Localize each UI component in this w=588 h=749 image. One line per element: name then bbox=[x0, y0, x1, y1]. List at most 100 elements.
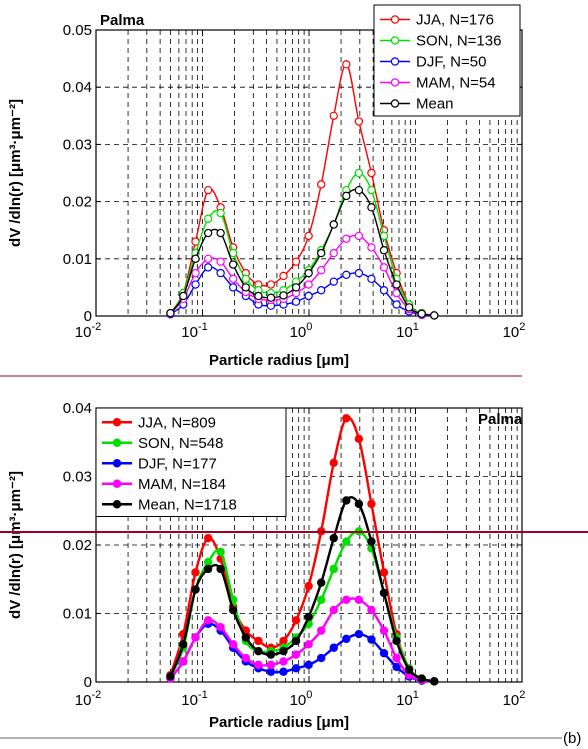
data-point-mam bbox=[317, 626, 326, 635]
legend-swatch-marker bbox=[112, 418, 122, 427]
data-point-son bbox=[216, 547, 225, 557]
x-tick-exponent: -2 bbox=[91, 321, 101, 333]
data-point-son bbox=[228, 248, 238, 258]
x-tick-exponent: 2 bbox=[519, 321, 525, 333]
data-point-jja bbox=[291, 616, 301, 625]
data-point-mean bbox=[166, 672, 175, 681]
data-point-djf bbox=[379, 286, 389, 295]
data-point-jja bbox=[367, 168, 376, 178]
series-line-mean bbox=[169, 188, 435, 317]
data-point-mam bbox=[329, 605, 338, 615]
legend-swatch-marker bbox=[112, 479, 122, 488]
data-point-mean bbox=[179, 640, 188, 649]
data-point-djf bbox=[317, 286, 326, 295]
data-point-jja bbox=[329, 111, 338, 121]
legend-swatch-marker bbox=[112, 500, 122, 509]
data-point-mam bbox=[304, 280, 313, 289]
data-point-mam bbox=[216, 257, 225, 266]
data-point-mean bbox=[304, 268, 313, 278]
legend-entry-mean: Mean, N=1718 bbox=[138, 496, 237, 513]
legend-entry-mam: MAM, N=54 bbox=[416, 75, 496, 92]
data-point-son bbox=[241, 274, 250, 284]
data-point-mam bbox=[342, 595, 351, 605]
data-point-jja bbox=[279, 636, 288, 646]
data-point-mean bbox=[291, 636, 301, 646]
data-point-djf bbox=[342, 270, 351, 280]
data-point-son bbox=[317, 595, 326, 605]
y-tick-label: 0.04 bbox=[63, 79, 92, 96]
legend-swatch-marker bbox=[112, 459, 122, 468]
legend-swatch-marker bbox=[390, 36, 400, 45]
data-point-son bbox=[203, 557, 213, 567]
data-point-jja bbox=[317, 180, 326, 189]
x-tick-label: 10-2 bbox=[75, 689, 101, 709]
x-tick-label: 101 bbox=[396, 321, 419, 341]
data-point-djf bbox=[354, 629, 364, 639]
data-point-mean bbox=[304, 612, 313, 622]
data-point-mean bbox=[379, 588, 389, 598]
x-tick-exponent: -2 bbox=[91, 689, 101, 701]
y-tick-label: 0.02 bbox=[63, 537, 92, 554]
data-point-son bbox=[379, 231, 389, 241]
data-point-mean bbox=[392, 280, 401, 289]
data-point-jja bbox=[354, 434, 364, 444]
data-point-jja bbox=[291, 257, 301, 266]
data-point-djf bbox=[379, 649, 389, 658]
x-tick-base: 10 bbox=[396, 692, 413, 709]
data-point-jja bbox=[254, 636, 263, 646]
data-point-son bbox=[354, 168, 364, 178]
data-point-jja bbox=[354, 117, 364, 126]
data-point-mean bbox=[241, 633, 250, 642]
y-tick-label: 0.01 bbox=[63, 251, 92, 268]
data-point-mean bbox=[279, 291, 288, 300]
data-point-mean bbox=[203, 564, 213, 574]
data-point-mam bbox=[342, 234, 351, 243]
y-tick-label: 0.05 bbox=[63, 22, 92, 39]
data-point-djf bbox=[367, 635, 376, 644]
data-point-mean bbox=[266, 293, 276, 302]
data-point-djf bbox=[266, 667, 276, 676]
data-point-mam bbox=[216, 623, 225, 632]
legend-swatch-marker bbox=[390, 99, 400, 108]
data-point-jja bbox=[191, 568, 200, 577]
data-point-mean bbox=[342, 191, 351, 201]
legend-entry-djf: DJF, N=177 bbox=[138, 455, 217, 472]
y-axis-label: dV /dln(r) [μm³·μm⁻²] bbox=[7, 471, 24, 619]
legend-entry-mean: Mean bbox=[416, 96, 454, 113]
data-point-mean bbox=[417, 309, 426, 318]
data-point-djf bbox=[367, 274, 376, 284]
data-point-mean bbox=[216, 564, 225, 574]
y-axis-label: dV /dln(r) [μm³·μm⁻²] bbox=[7, 99, 24, 247]
series-line-son bbox=[169, 172, 435, 317]
legend-entry-son: SON, N=548 bbox=[138, 435, 223, 452]
y-tick-label: 0 bbox=[84, 674, 92, 691]
data-point-mean bbox=[191, 254, 200, 263]
data-point-mam bbox=[228, 640, 238, 649]
x-tick-base: 10 bbox=[75, 692, 92, 709]
data-point-mam bbox=[379, 626, 389, 635]
data-point-mam bbox=[354, 595, 364, 605]
data-point-mean bbox=[291, 283, 301, 292]
data-point-jja bbox=[266, 280, 276, 289]
data-point-jja bbox=[304, 581, 313, 591]
y-tick-label: 0.03 bbox=[63, 469, 92, 486]
x-tick-label: 100 bbox=[290, 321, 313, 341]
x-tick-base: 10 bbox=[503, 324, 520, 341]
site-label: Palma bbox=[478, 411, 523, 428]
series-line-djf bbox=[170, 266, 435, 317]
x-tick-base: 10 bbox=[75, 324, 92, 341]
x-tick-label: 102 bbox=[503, 321, 526, 341]
series-line-mam bbox=[169, 597, 435, 683]
data-point-mean bbox=[329, 533, 338, 543]
series-line-mean bbox=[169, 496, 435, 683]
data-point-djf bbox=[354, 268, 364, 278]
legend-swatch-marker bbox=[390, 15, 400, 24]
data-point-mean bbox=[329, 220, 338, 229]
x-tick-exponent: 0 bbox=[306, 321, 312, 333]
data-point-djf bbox=[317, 653, 326, 663]
x-tick-base: 10 bbox=[290, 324, 307, 341]
data-point-mam bbox=[191, 268, 200, 278]
data-point-jja bbox=[203, 533, 213, 543]
